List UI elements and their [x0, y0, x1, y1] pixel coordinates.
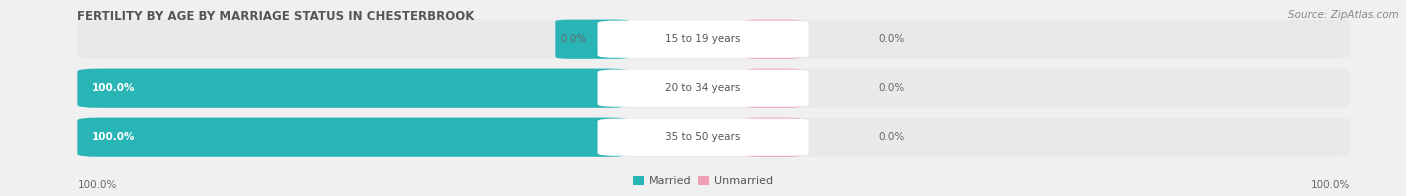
Text: 35 to 50 years: 35 to 50 years: [665, 132, 741, 142]
FancyBboxPatch shape: [77, 20, 1350, 59]
Text: 15 to 19 years: 15 to 19 years: [665, 34, 741, 44]
FancyBboxPatch shape: [77, 118, 630, 157]
FancyBboxPatch shape: [745, 118, 801, 157]
FancyBboxPatch shape: [598, 21, 808, 58]
FancyBboxPatch shape: [555, 20, 630, 59]
Text: 20 to 34 years: 20 to 34 years: [665, 83, 741, 93]
Text: 0.0%: 0.0%: [879, 34, 905, 44]
Text: 0.0%: 0.0%: [560, 34, 586, 44]
Legend: Married, Unmarried: Married, Unmarried: [628, 171, 778, 191]
FancyBboxPatch shape: [77, 118, 1350, 157]
FancyBboxPatch shape: [745, 20, 801, 59]
Text: 100.0%: 100.0%: [77, 180, 117, 190]
FancyBboxPatch shape: [77, 69, 1350, 108]
Text: 100.0%: 100.0%: [91, 132, 135, 142]
Text: 0.0%: 0.0%: [879, 83, 905, 93]
FancyBboxPatch shape: [745, 69, 801, 108]
Text: 100.0%: 100.0%: [1310, 180, 1350, 190]
Text: 0.0%: 0.0%: [879, 132, 905, 142]
FancyBboxPatch shape: [77, 69, 630, 108]
Text: Source: ZipAtlas.com: Source: ZipAtlas.com: [1288, 10, 1399, 20]
FancyBboxPatch shape: [598, 70, 808, 107]
Text: 100.0%: 100.0%: [91, 83, 135, 93]
Text: FERTILITY BY AGE BY MARRIAGE STATUS IN CHESTERBROOK: FERTILITY BY AGE BY MARRIAGE STATUS IN C…: [77, 10, 475, 23]
FancyBboxPatch shape: [598, 119, 808, 156]
